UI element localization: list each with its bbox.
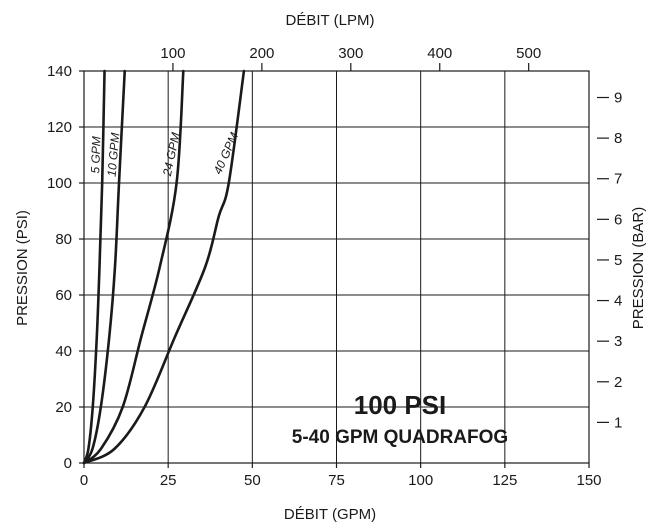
series-label: 10 GPM xyxy=(105,132,123,177)
y-axis-title: PRESSION (PSI) xyxy=(14,210,31,326)
y-tick-label: 40 xyxy=(55,343,72,360)
y-tick-label: 20 xyxy=(55,399,72,416)
series-label: 5 GPM xyxy=(88,136,103,174)
x-tick-label: 50 xyxy=(244,472,261,489)
x-axis-title: DÉBIT (GPM) xyxy=(284,506,376,523)
y-tick-label: 60 xyxy=(55,287,72,304)
axes: DÉBIT (LPM) DÉBIT (GPM) PRESSION (PSI) P… xyxy=(14,12,647,523)
x-tick-label: 100 xyxy=(408,472,433,489)
y-tick-label: 0 xyxy=(64,455,72,472)
y2-tick-label: 5 xyxy=(614,252,622,269)
y2-axis-title: PRESSION (BAR) xyxy=(630,207,647,330)
y-tick-label: 100 xyxy=(47,175,72,192)
x2-tick-label: 300 xyxy=(338,45,363,62)
y2-tick-label: 3 xyxy=(614,333,622,350)
curves: 5 GPM 10 GPM 24 GPM 40 GPM xyxy=(82,69,246,465)
y2-tick-label: 2 xyxy=(614,374,622,391)
y2-tick-label: 7 xyxy=(614,171,622,188)
y-tick-label: 140 xyxy=(47,63,72,80)
x-tick-label: 75 xyxy=(328,472,345,489)
x-tick-label: 125 xyxy=(492,472,517,489)
plot-frame xyxy=(83,70,590,464)
series-line xyxy=(82,69,185,465)
x2-tick-label: 400 xyxy=(427,45,452,62)
series-line xyxy=(82,69,246,465)
y2-tick-label: 6 xyxy=(614,211,622,228)
x2-tick-label: 200 xyxy=(249,45,274,62)
series-label: 40 GPM xyxy=(211,130,242,176)
y2-tick-label: 1 xyxy=(614,414,622,431)
grid xyxy=(83,70,590,464)
y2-tick-label: 8 xyxy=(614,130,622,147)
y2-tick-label: 9 xyxy=(614,90,622,107)
x2-axis-title: DÉBIT (LPM) xyxy=(286,12,375,29)
annotations: 100 PSI 5-40 GPM QUADRAFOG xyxy=(292,390,508,448)
chart-subtitle: 5-40 GPM QUADRAFOG xyxy=(292,427,508,448)
y-tick-label: 80 xyxy=(55,231,72,248)
x-tick-label: 0 xyxy=(80,472,88,489)
x2-tick-label: 100 xyxy=(160,45,185,62)
y-tick-label: 120 xyxy=(47,119,72,136)
series-line xyxy=(82,69,127,465)
series-line xyxy=(82,69,106,465)
x-tick-label: 25 xyxy=(160,472,177,489)
y2-tick-label: 4 xyxy=(614,293,622,310)
chart-title: 100 PSI xyxy=(354,390,447,420)
x-tick-label: 150 xyxy=(576,472,601,489)
x2-tick-label: 500 xyxy=(516,45,541,62)
